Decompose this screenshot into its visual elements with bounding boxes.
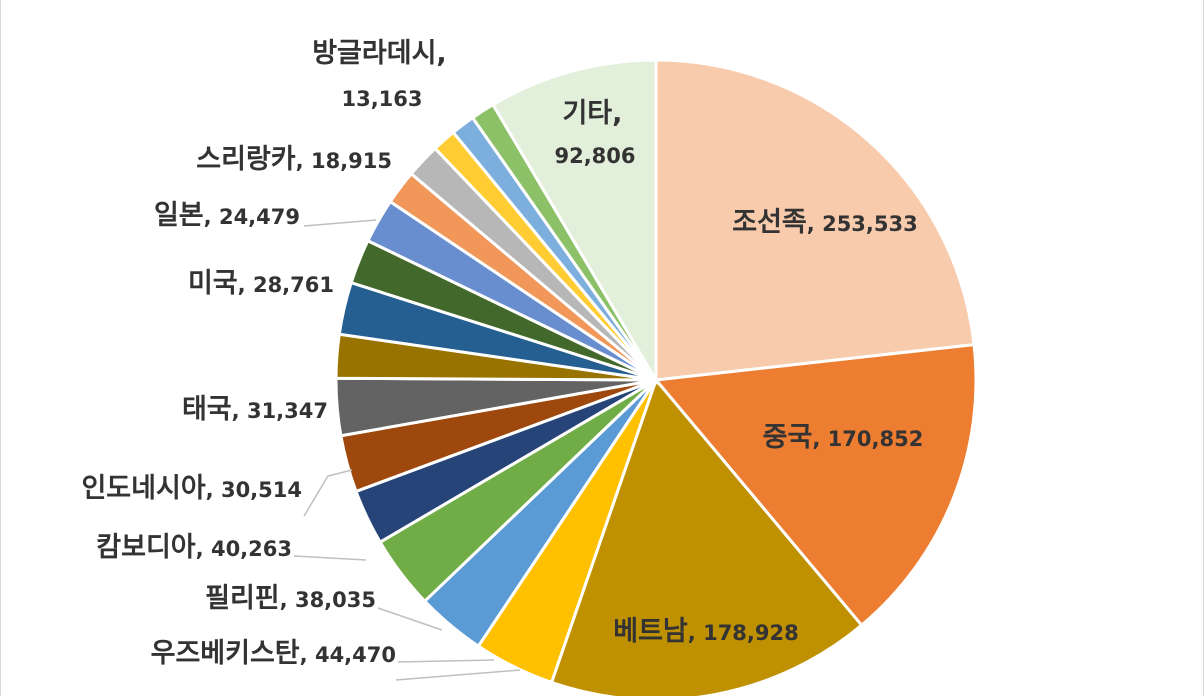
pie-slice <box>653 342 978 628</box>
pie-slice <box>490 58 658 386</box>
label-usa: 미국, 28,761 <box>188 268 334 299</box>
label-vietnam: 베트남, 178,928 <box>613 616 798 647</box>
label-uzbekistan: 우즈베키스탄, 44,470 <box>151 638 396 669</box>
leader-lines <box>293 219 521 681</box>
label-japan: 일본, 24,479 <box>154 200 300 231</box>
leader-line <box>395 669 521 681</box>
leader-line <box>397 659 495 663</box>
label-srilanka: 스리랑카, 18,915 <box>196 144 392 175</box>
label-indonesia: 인도네시아, 30,514 <box>81 473 302 504</box>
label-philippines: 필리핀, 38,035 <box>205 583 376 614</box>
leader-line <box>293 555 367 561</box>
label-joseonjok: 조선족, 253,533 <box>732 207 917 238</box>
pie-slice <box>654 58 976 382</box>
label-china: 중국, 170,852 <box>763 422 924 453</box>
leader-line <box>303 469 353 517</box>
leader-line <box>303 219 377 227</box>
label-thailand: 태국, 31,347 <box>182 394 328 425</box>
label-etc: 기타, 92,806 <box>554 98 635 168</box>
leader-line <box>377 607 443 631</box>
left-border <box>0 0 1 696</box>
pie-slices <box>334 58 978 696</box>
label-cambodia: 캄보디아, 40,263 <box>96 532 292 563</box>
label-bangladesh: 방글라데시, 13,163 <box>312 38 452 111</box>
